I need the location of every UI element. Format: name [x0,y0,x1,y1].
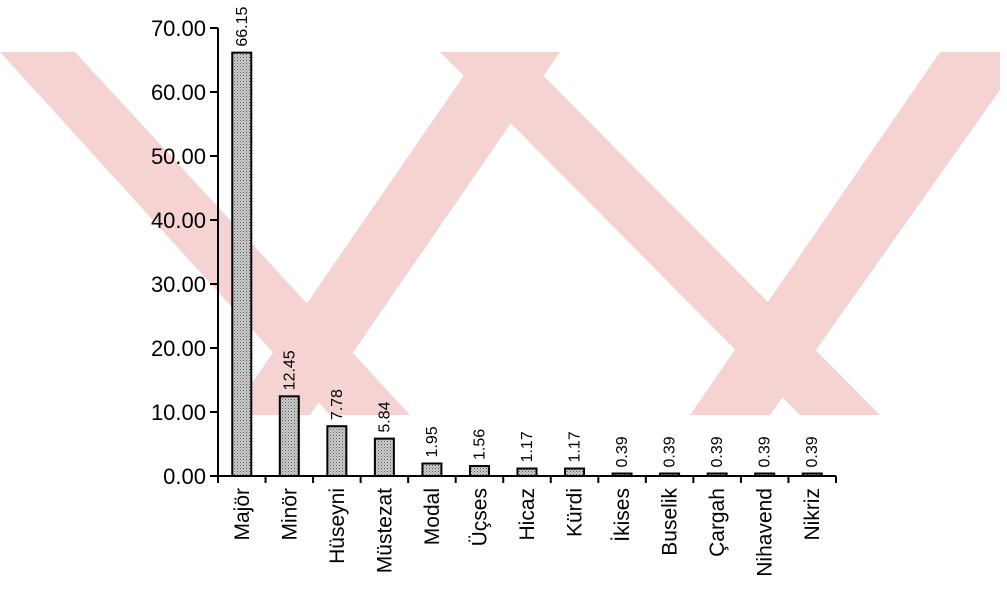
bar-12 [801,472,823,477]
category-label-12: Nikriz [801,488,824,541]
labels: 0.00 10.00 20.00 30.00 40.00 50.00 60.00 70.00 6… [151,6,824,576]
bar-1 [278,395,300,478]
category-label-11: Nihavend [754,488,777,577]
watermark-logo [0,52,1000,415]
y-tick-label: 30.00 [151,272,206,297]
data-label-1: 12.45 [281,350,298,390]
category-label-8: İkises [611,488,634,542]
data-label-3: 5.84 [376,401,393,432]
category-label-10: Çargah [706,488,729,557]
y-tick-label: 0.00 [163,464,206,489]
category-label-7: Kürdi [564,488,587,537]
data-label-7: 1.17 [567,431,584,462]
y-tick-label: 60.00 [151,80,206,105]
watermark-band-mid-left [230,52,560,415]
bar-6 [516,467,538,477]
y-tick-label: 70.00 [151,16,206,41]
category-label-9: Buselik [659,488,682,556]
data-label-10: 0.39 [709,436,726,467]
data-label-9: 0.39 [662,436,679,467]
data-label-12: 0.39 [804,436,821,467]
y-tick-label: 20.00 [151,336,206,361]
y-tick-label: 40.00 [151,208,206,233]
bar-5 [468,465,490,477]
bar-2 [326,425,348,478]
category-label-0: Majör [231,488,254,541]
y-tick-label: 50.00 [151,144,206,169]
data-label-0: 66.15 [234,6,251,46]
data-label-6: 1.17 [519,431,536,462]
bar-8 [611,472,633,477]
bar-0 [231,51,253,477]
bars [231,51,823,478]
data-label-4: 1.95 [424,426,441,457]
bar-4 [421,462,443,477]
category-label-1: Minör [278,488,301,541]
bar-11 [754,472,776,477]
watermark-band-mid-right [440,52,880,415]
bar-3 [373,437,395,477]
bar-9 [659,472,681,477]
data-label-11: 0.39 [757,436,774,467]
watermark-band-right [690,52,1000,415]
category-label-3: Müstezat [373,488,396,573]
y-tick-label: 10.00 [151,400,206,425]
data-label-5: 1.56 [471,429,488,460]
category-label-4: Modal [421,488,444,545]
bar-7 [564,467,586,477]
category-label-5: Üçses [468,488,491,546]
data-label-8: 0.39 [614,436,631,467]
bar-10 [706,472,728,477]
category-label-2: Hüseyni [326,488,349,564]
category-label-6: Hicaz [516,488,539,541]
data-label-2: 7.78 [329,389,346,420]
